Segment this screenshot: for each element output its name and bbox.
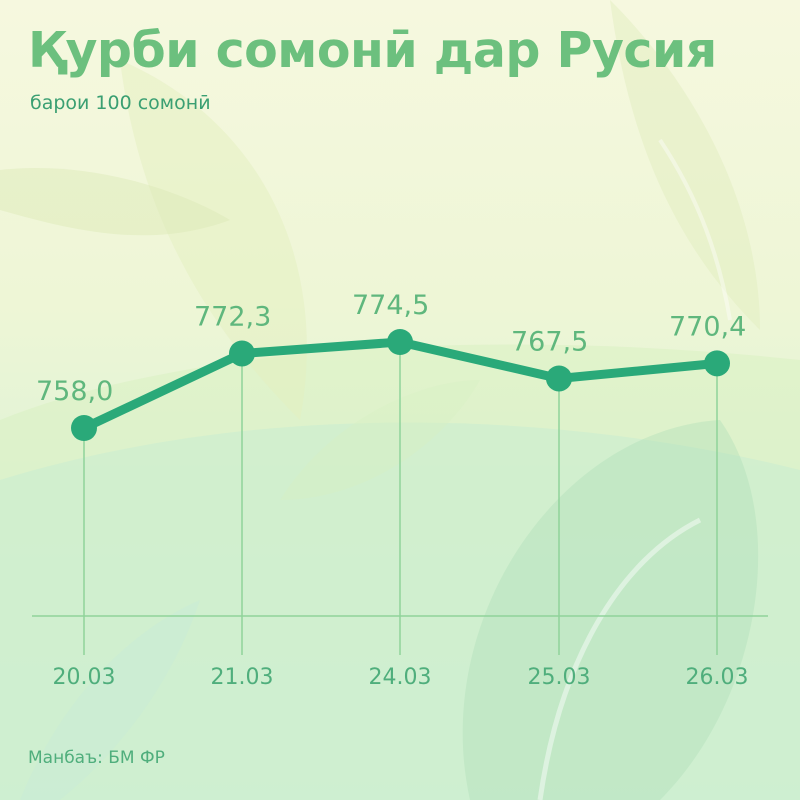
value-label-25.03: 767,5 — [511, 326, 588, 357]
value-labels: 758,0 772,3 774,5 767,5 770,4 — [36, 290, 746, 407]
value-label-20.03: 758,0 — [36, 376, 113, 407]
x-tick-labels: 20.03 21.03 24.03 25.03 26.03 — [53, 665, 749, 690]
x-tick-25.03: 25.03 — [528, 665, 591, 690]
value-label-26.03: 770,4 — [669, 311, 746, 342]
value-label-21.03: 772,3 — [194, 301, 271, 332]
x-tick-24.03: 24.03 — [369, 665, 432, 690]
data-points — [71, 329, 730, 441]
data-point-26.03 — [704, 350, 730, 377]
data-point-25.03 — [546, 365, 572, 392]
x-tick-26.03: 26.03 — [686, 665, 749, 690]
x-tick-20.03: 20.03 — [53, 665, 116, 690]
source-note: Манбаъ: БМ ФР — [28, 748, 165, 768]
value-label-24.03: 774,5 — [352, 290, 429, 321]
guide-lines — [83, 342, 718, 655]
x-tick-21.03: 21.03 — [211, 665, 274, 690]
chart-subtitle: барои 100 сомонӣ — [30, 92, 211, 114]
data-point-20.03 — [71, 415, 97, 441]
chart-title: Қурби сомонӣ дар Русия — [28, 22, 717, 79]
data-point-21.03 — [229, 340, 255, 367]
data-point-24.03 — [387, 329, 413, 355]
